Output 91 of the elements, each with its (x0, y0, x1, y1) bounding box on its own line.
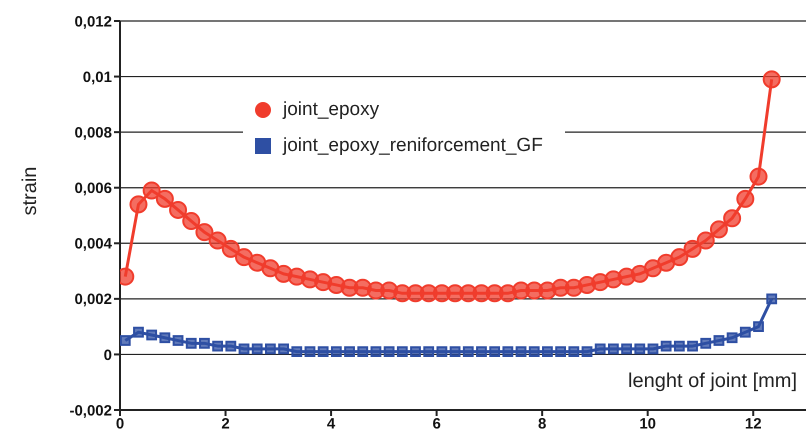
point (684, 240, 702, 258)
point (542, 346, 553, 358)
point (278, 343, 289, 354)
y-tick-label: 0,006 (74, 180, 112, 198)
point (248, 254, 266, 272)
point (630, 264, 649, 283)
point (199, 338, 210, 349)
point (357, 346, 368, 358)
point (608, 343, 619, 354)
point (212, 340, 224, 352)
point (172, 335, 184, 346)
x-tick-label: 10 (639, 416, 656, 433)
point (370, 346, 382, 358)
point (133, 326, 144, 338)
point (384, 346, 395, 358)
point (489, 346, 500, 358)
point (146, 330, 158, 340)
legend-label: joint_epoxy (283, 99, 380, 120)
y-tick-label: 0,008 (74, 124, 112, 142)
point (129, 195, 148, 214)
point (516, 346, 526, 358)
y-tick-label: 0 (104, 346, 112, 364)
point (750, 168, 768, 186)
point (710, 220, 728, 238)
point (318, 346, 329, 358)
y-tick-label: 0,012 (74, 13, 112, 30)
point (344, 346, 355, 358)
x-tick-label: 8 (538, 416, 546, 433)
point (159, 332, 170, 344)
point (264, 343, 276, 354)
point (723, 209, 742, 228)
point (648, 343, 658, 354)
y-axis-title: strain (19, 166, 42, 216)
point (740, 326, 751, 338)
y-tick-label: -0,002 (69, 402, 112, 420)
x-tick-label: 6 (432, 416, 441, 433)
point (726, 332, 738, 344)
point (182, 212, 200, 230)
point (291, 346, 302, 358)
point (736, 190, 754, 208)
point (753, 321, 764, 332)
point (700, 338, 712, 349)
point (502, 346, 514, 358)
point (714, 335, 724, 346)
x-tick-label: 2 (221, 416, 230, 433)
y-tick-label: 0,01 (82, 68, 112, 86)
point (436, 346, 448, 358)
x-axis-title: lenght of joint [mm] (628, 370, 797, 392)
x-tick-label: 4 (326, 416, 336, 433)
point (766, 293, 778, 304)
point (261, 259, 280, 278)
point (423, 346, 434, 358)
point (225, 340, 236, 352)
point (657, 254, 676, 272)
y-tick-label: 0,002 (74, 291, 112, 308)
x-tick-label: 0 (116, 416, 124, 433)
point (568, 346, 580, 358)
point (660, 340, 672, 352)
point (674, 340, 685, 352)
point (582, 346, 592, 358)
point (450, 346, 460, 358)
point (142, 181, 161, 200)
point (156, 190, 174, 208)
y-tick-label: 0,004 (74, 236, 113, 253)
point (594, 343, 606, 354)
point (555, 346, 566, 358)
point (235, 248, 254, 266)
point (304, 346, 316, 358)
point (169, 200, 188, 219)
point (186, 338, 197, 349)
x-tick-label: 12 (744, 416, 762, 433)
point (195, 223, 214, 242)
point (687, 340, 698, 352)
point (120, 335, 131, 346)
point (670, 248, 688, 266)
point (410, 346, 421, 358)
point (696, 232, 715, 250)
point (621, 343, 632, 354)
point (222, 240, 240, 258)
point (238, 343, 250, 354)
point (462, 346, 474, 358)
legend-label: joint_epoxy_reniforcement_GF (283, 135, 543, 156)
point (528, 346, 540, 358)
point (762, 70, 781, 88)
point (476, 346, 487, 358)
point (208, 232, 227, 250)
point (252, 343, 263, 354)
point (330, 346, 342, 358)
point (396, 346, 408, 358)
point (634, 343, 646, 354)
point (644, 259, 662, 278)
